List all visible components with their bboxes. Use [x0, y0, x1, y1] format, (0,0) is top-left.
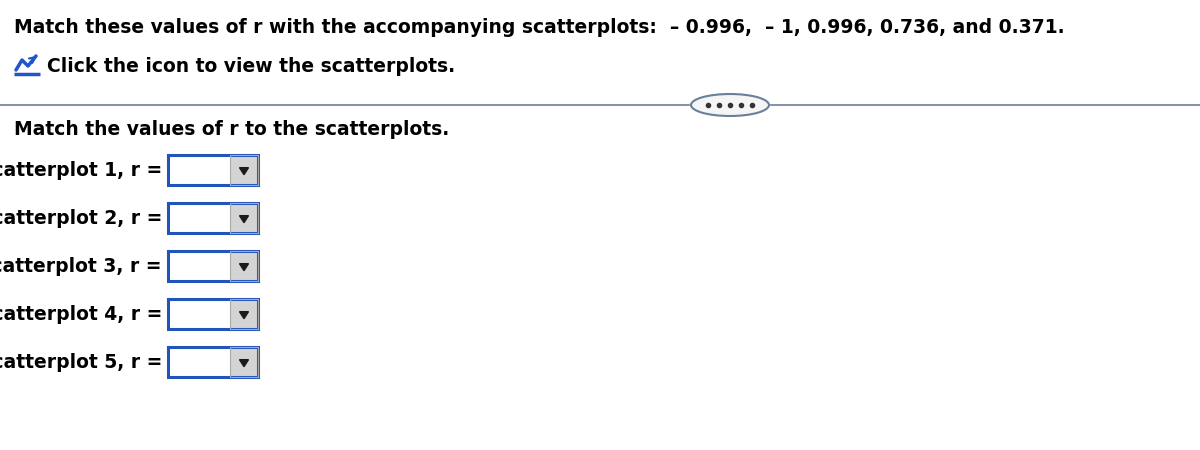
Ellipse shape [691, 94, 769, 116]
Text: Scatterplot 5, r =: Scatterplot 5, r = [0, 352, 162, 372]
Polygon shape [240, 168, 248, 175]
Text: Scatterplot 3, r =: Scatterplot 3, r = [0, 256, 162, 275]
FancyBboxPatch shape [168, 155, 230, 185]
FancyBboxPatch shape [230, 251, 258, 281]
Text: Scatterplot 1, r =: Scatterplot 1, r = [0, 161, 162, 180]
Text: Scatterplot 4, r =: Scatterplot 4, r = [0, 305, 162, 324]
Polygon shape [240, 360, 248, 367]
FancyBboxPatch shape [230, 299, 258, 329]
Polygon shape [240, 312, 248, 319]
Polygon shape [240, 264, 248, 270]
FancyBboxPatch shape [230, 155, 258, 185]
Polygon shape [240, 216, 248, 223]
FancyBboxPatch shape [168, 251, 230, 281]
Text: Match the values of r to the scatterplots.: Match the values of r to the scatterplot… [14, 120, 449, 139]
Text: Scatterplot 2, r =: Scatterplot 2, r = [0, 208, 162, 228]
Text: Click the icon to view the scatterplots.: Click the icon to view the scatterplots. [47, 57, 455, 76]
FancyBboxPatch shape [230, 203, 258, 233]
FancyBboxPatch shape [168, 347, 230, 377]
FancyBboxPatch shape [168, 299, 230, 329]
FancyBboxPatch shape [230, 347, 258, 377]
Text: Match these values of r with the accompanying scatterplots:  – 0.996,  – 1, 0.99: Match these values of r with the accompa… [14, 18, 1064, 37]
FancyBboxPatch shape [168, 203, 230, 233]
